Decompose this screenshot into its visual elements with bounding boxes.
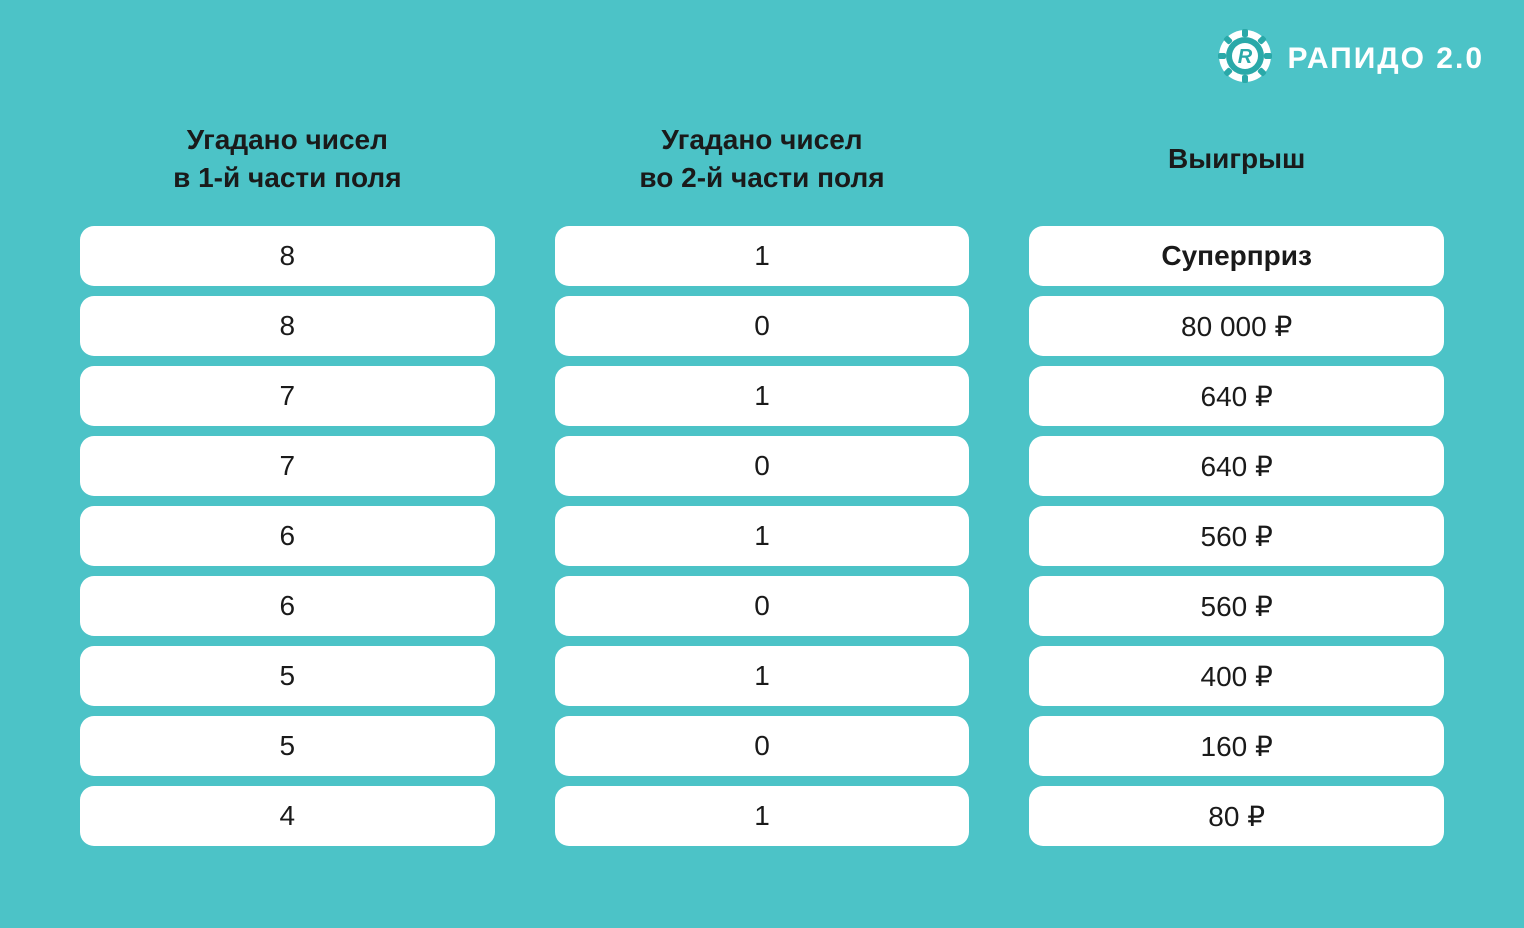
table-cell: 0: [555, 436, 970, 496]
brand-text: РАПИДО 2.0: [1287, 42, 1484, 76]
table-cell: 5: [80, 646, 495, 706]
column-header: Угадано чисел в 1-й части поля: [80, 120, 495, 198]
table-cell: 640 ₽: [1029, 366, 1444, 426]
column-field1: Угадано чисел в 1-й части поля 8 8 7 7 6…: [80, 120, 495, 846]
table-cell: 1: [555, 786, 970, 846]
chip-letter: R: [1238, 46, 1253, 68]
table-cell: 5: [80, 716, 495, 776]
column-cells: 1 0 1 0 1 0 1 0 1: [555, 226, 970, 846]
brand-logo: R РАПИДО 2.0: [1217, 28, 1484, 89]
table-cell: 1: [555, 506, 970, 566]
table-cell: 560 ₽: [1029, 576, 1444, 636]
table-cell: 400 ₽: [1029, 646, 1444, 706]
table-cell: 4: [80, 786, 495, 846]
table-cell: 7: [80, 366, 495, 426]
column-field2: Угадано чисел во 2-й части поля 1 0 1 0 …: [555, 120, 970, 846]
table-cell: 0: [555, 716, 970, 776]
table-cell: 7: [80, 436, 495, 496]
table-cell: 560 ₽: [1029, 506, 1444, 566]
table-cell: 6: [80, 506, 495, 566]
table-cell: Суперприз: [1029, 226, 1444, 286]
table-cell: 80 000 ₽: [1029, 296, 1444, 356]
prize-table: Угадано чисел в 1-й части поля 8 8 7 7 6…: [80, 120, 1444, 846]
column-cells: Суперприз 80 000 ₽ 640 ₽ 640 ₽ 560 ₽ 560…: [1029, 226, 1444, 846]
table-cell: 1: [555, 646, 970, 706]
prize-table-canvas: R РАПИДО 2.0 Угадано чисел в 1-й части п…: [0, 0, 1524, 928]
table-cell: 80 ₽: [1029, 786, 1444, 846]
table-cell: 1: [555, 366, 970, 426]
table-cell: 0: [555, 576, 970, 636]
table-cell: 6: [80, 576, 495, 636]
column-header: Угадано чисел во 2-й части поля: [555, 120, 970, 198]
table-cell: 8: [80, 296, 495, 356]
table-cell: 0: [555, 296, 970, 356]
column-prize: Выигрыш Суперприз 80 000 ₽ 640 ₽ 640 ₽ 5…: [1029, 120, 1444, 846]
table-cell: 640 ₽: [1029, 436, 1444, 496]
column-cells: 8 8 7 7 6 6 5 5 4: [80, 226, 495, 846]
column-header: Выигрыш: [1029, 120, 1444, 198]
chip-icon: R: [1217, 28, 1273, 89]
table-cell: 8: [80, 226, 495, 286]
table-cell: 160 ₽: [1029, 716, 1444, 776]
table-cell: 1: [555, 226, 970, 286]
